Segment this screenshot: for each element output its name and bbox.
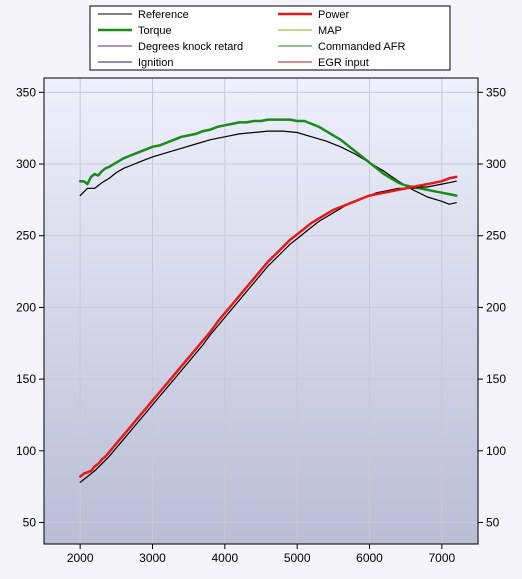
y-left-tick-label: 50 xyxy=(23,515,37,529)
legend-label: Reference xyxy=(138,9,189,21)
legend-label: MAP xyxy=(318,25,342,37)
x-tick-label: 5000 xyxy=(284,551,311,565)
x-tick-label: 2000 xyxy=(67,551,94,565)
y-left-tick-label: 300 xyxy=(16,157,36,171)
y-left-tick-label: 100 xyxy=(16,444,36,458)
legend-label: Torque xyxy=(138,25,172,37)
y-right-tick-label: 150 xyxy=(486,372,506,386)
x-tick-label: 7000 xyxy=(428,551,455,565)
x-tick-label: 3000 xyxy=(139,551,166,565)
y-left-tick-label: 200 xyxy=(16,300,36,314)
y-right-tick-label: 100 xyxy=(486,444,506,458)
chart-canvas: 2000 3000 4000 5000 6000 7000 50 100 150 200 250 30… xyxy=(0,0,522,579)
dyno-chart: 2000 3000 4000 5000 6000 7000 50 100 150 200 250 30… xyxy=(0,0,522,579)
y-left-tick-label: 250 xyxy=(16,229,36,243)
y-right-tick-label: 250 xyxy=(486,229,506,243)
y-left-tick-label: 350 xyxy=(16,85,36,99)
legend-label: Ignition xyxy=(138,57,173,69)
legend-label: Degrees knock retard xyxy=(138,41,243,53)
y-right-tick-label: 200 xyxy=(486,300,506,314)
y-right-tick-label: 300 xyxy=(486,157,506,171)
x-tick-label: 4000 xyxy=(211,551,238,565)
legend-label: Commanded AFR xyxy=(318,41,405,53)
y-left-tick-label: 150 xyxy=(16,372,36,386)
y-right-tick-label: 50 xyxy=(486,515,500,529)
x-tick-label: 6000 xyxy=(356,551,383,565)
legend-label: EGR input xyxy=(318,57,369,69)
legend-label: Power xyxy=(318,9,350,21)
y-right-tick-label: 350 xyxy=(486,85,506,99)
